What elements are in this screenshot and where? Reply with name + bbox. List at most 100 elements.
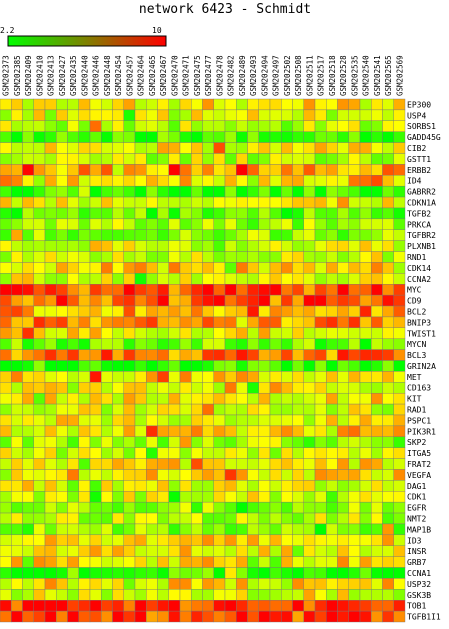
- cell-cdkn1a-gsm202409: [22, 196, 34, 209]
- cell-cib2-gsm202471: [179, 142, 192, 154]
- column-label-gsm202471: GSM202471: [182, 55, 191, 96]
- cell-egfr-gsm202448: [101, 501, 113, 514]
- cell-gsk3b-gsm202448: [101, 589, 113, 601]
- cell-cd9-gsm202541: [371, 294, 383, 307]
- cell-twist1-gsm202465: [146, 327, 158, 339]
- cell-erbb2-gsm202427: [56, 164, 68, 176]
- cell-cd163-gsm202489: [236, 382, 248, 394]
- cell-bnip3-gsm202565: [382, 316, 394, 329]
- cell-pspc1-gsm202465: [146, 414, 158, 427]
- cell-prkca-gsm202511: [303, 218, 316, 230]
- cell-rnd1-gsm202565: [382, 251, 394, 263]
- cell-frat2-gsm202511: [303, 458, 316, 470]
- cell-prkca-gsm202467: [157, 218, 169, 230]
- cell-tgfb1i1-gsm202489: [236, 610, 248, 623]
- cell-cib2-gsm202508: [292, 142, 304, 154]
- cell-bnip3-gsm202541: [371, 316, 383, 329]
- cell-bnip3-gsm202569: [393, 316, 406, 329]
- cell-rnd1-gsm202482: [224, 251, 237, 263]
- cell-met-gsm202467: [157, 371, 169, 383]
- cell-cib2-gsm202448: [101, 142, 113, 154]
- cell-bcl3-gsm202440: [78, 349, 91, 361]
- cell-tgfb1i1-gsm202493: [247, 610, 259, 623]
- cell-grin2a-gsm202471: [179, 360, 192, 372]
- cell-ccna2-gsm202454: [112, 273, 124, 285]
- cell-cib2-gsm202493: [247, 142, 259, 154]
- cell-pik3r1-gsm202541: [371, 425, 383, 437]
- cell-ccna2-gsm202493: [247, 273, 259, 285]
- cell-ccna1-gsm202454: [112, 567, 124, 579]
- cell-gadd45g-gsm202373: [0, 131, 12, 143]
- cell-gsk3b-gsm202409: [22, 589, 34, 601]
- cell-ep300-gsm202541: [371, 98, 383, 111]
- cell-myc-gsm202435: [67, 284, 79, 296]
- cell-bnip3-gsm202494: [258, 316, 271, 329]
- cell-nmt2-gsm202470: [168, 512, 181, 525]
- cell-kit-gsm202457: [123, 392, 136, 405]
- cell-gabrr2-gsm202448: [101, 185, 113, 198]
- cell-nmt2-gsm202410: [33, 512, 46, 525]
- cell-grb7-gsm202511: [303, 556, 316, 568]
- cell-grb7-gsm202493: [247, 556, 259, 568]
- cell-gadd45g-gsm202517: [314, 131, 327, 143]
- cell-cdk14-gsm202373: [0, 262, 12, 274]
- cell-myc-gsm202477: [202, 284, 214, 296]
- cell-map1b-gsm202465: [146, 523, 158, 536]
- cell-cd163-gsm202465: [146, 382, 158, 394]
- cell-rnd1-gsm202470: [168, 251, 181, 263]
- cell-gadd45g-gsm202470: [168, 131, 181, 143]
- cell-met-gsm202457: [123, 371, 136, 383]
- cell-itga5-gsm202373: [0, 447, 12, 459]
- cell-tgfb2-gsm202446: [89, 207, 102, 220]
- cell-cib2-gsm202477: [202, 142, 214, 154]
- row-label-gstt1: GSTT1: [407, 155, 431, 164]
- cell-pik3r1-gsm202493: [247, 425, 259, 437]
- cell-met-gsm202373: [0, 371, 12, 383]
- cell-frat2-gsm202502: [281, 458, 293, 470]
- cell-rad1-gsm202497: [269, 403, 282, 416]
- cell-map1b-gsm202409: [22, 523, 34, 536]
- cell-cdk14-gsm202448: [101, 262, 113, 274]
- cell-kit-gsm202475: [191, 392, 203, 405]
- cell-kit-gsm202535: [348, 392, 361, 405]
- cell-insr-gsm202467: [157, 545, 169, 557]
- cell-map1b-gsm202457: [123, 523, 136, 536]
- cell-cd9-gsm202477: [202, 294, 214, 307]
- cell-usp32-gsm202385: [11, 578, 23, 590]
- cell-gadd45g-gsm202493: [247, 131, 259, 143]
- cell-bcl2-gsm202427: [56, 305, 68, 318]
- cell-tgfb2-gsm202482: [224, 207, 237, 220]
- cell-rnd1-gsm202508: [292, 251, 304, 263]
- cell-mycn-gsm202528: [337, 338, 349, 350]
- cell-cdkn1a-gsm202569: [393, 196, 406, 209]
- cell-id4-gsm202470: [168, 175, 181, 187]
- cell-egfr-gsm202465: [146, 501, 158, 514]
- cell-dag1-gsm202475: [191, 480, 203, 492]
- cell-tgfb2-gsm202409: [22, 207, 34, 220]
- cell-nmt2-gsm202511: [303, 512, 316, 525]
- cell-met-gsm202409: [22, 371, 34, 383]
- cell-tgfb1i1-gsm202467: [157, 610, 169, 623]
- cell-nmt2-gsm202541: [371, 512, 383, 525]
- cell-plxnb1-gsm202528: [337, 240, 349, 252]
- cell-pspc1-gsm202477: [202, 414, 214, 427]
- cell-cdkn1a-gsm202446: [89, 196, 102, 209]
- cell-mycn-gsm202457: [123, 338, 136, 350]
- cell-pik3r1-gsm202508: [292, 425, 304, 437]
- cell-ep300-gsm202478: [213, 98, 226, 111]
- cell-tgfbr2-gsm202457: [123, 229, 136, 241]
- cell-grb7-gsm202470: [168, 556, 181, 568]
- cell-ccna2-gsm202427: [56, 273, 68, 285]
- cell-gadd45g-gsm202565: [382, 131, 394, 143]
- cell-rad1-gsm202470: [168, 403, 181, 416]
- cell-bcl3-gsm202467: [157, 349, 169, 361]
- cell-gadd45g-gsm202409: [22, 131, 34, 143]
- cell-id4-gsm202413: [44, 175, 57, 187]
- cell-nmt2-gsm202494: [258, 512, 271, 525]
- cell-cd163-gsm202494: [258, 382, 271, 394]
- cell-met-gsm202454: [112, 371, 124, 383]
- cell-myc-gsm202448: [101, 284, 113, 296]
- cell-kit-gsm202454: [112, 392, 124, 405]
- row-label-rad1: RAD1: [407, 406, 426, 415]
- cell-rnd1-gsm202448: [101, 251, 113, 263]
